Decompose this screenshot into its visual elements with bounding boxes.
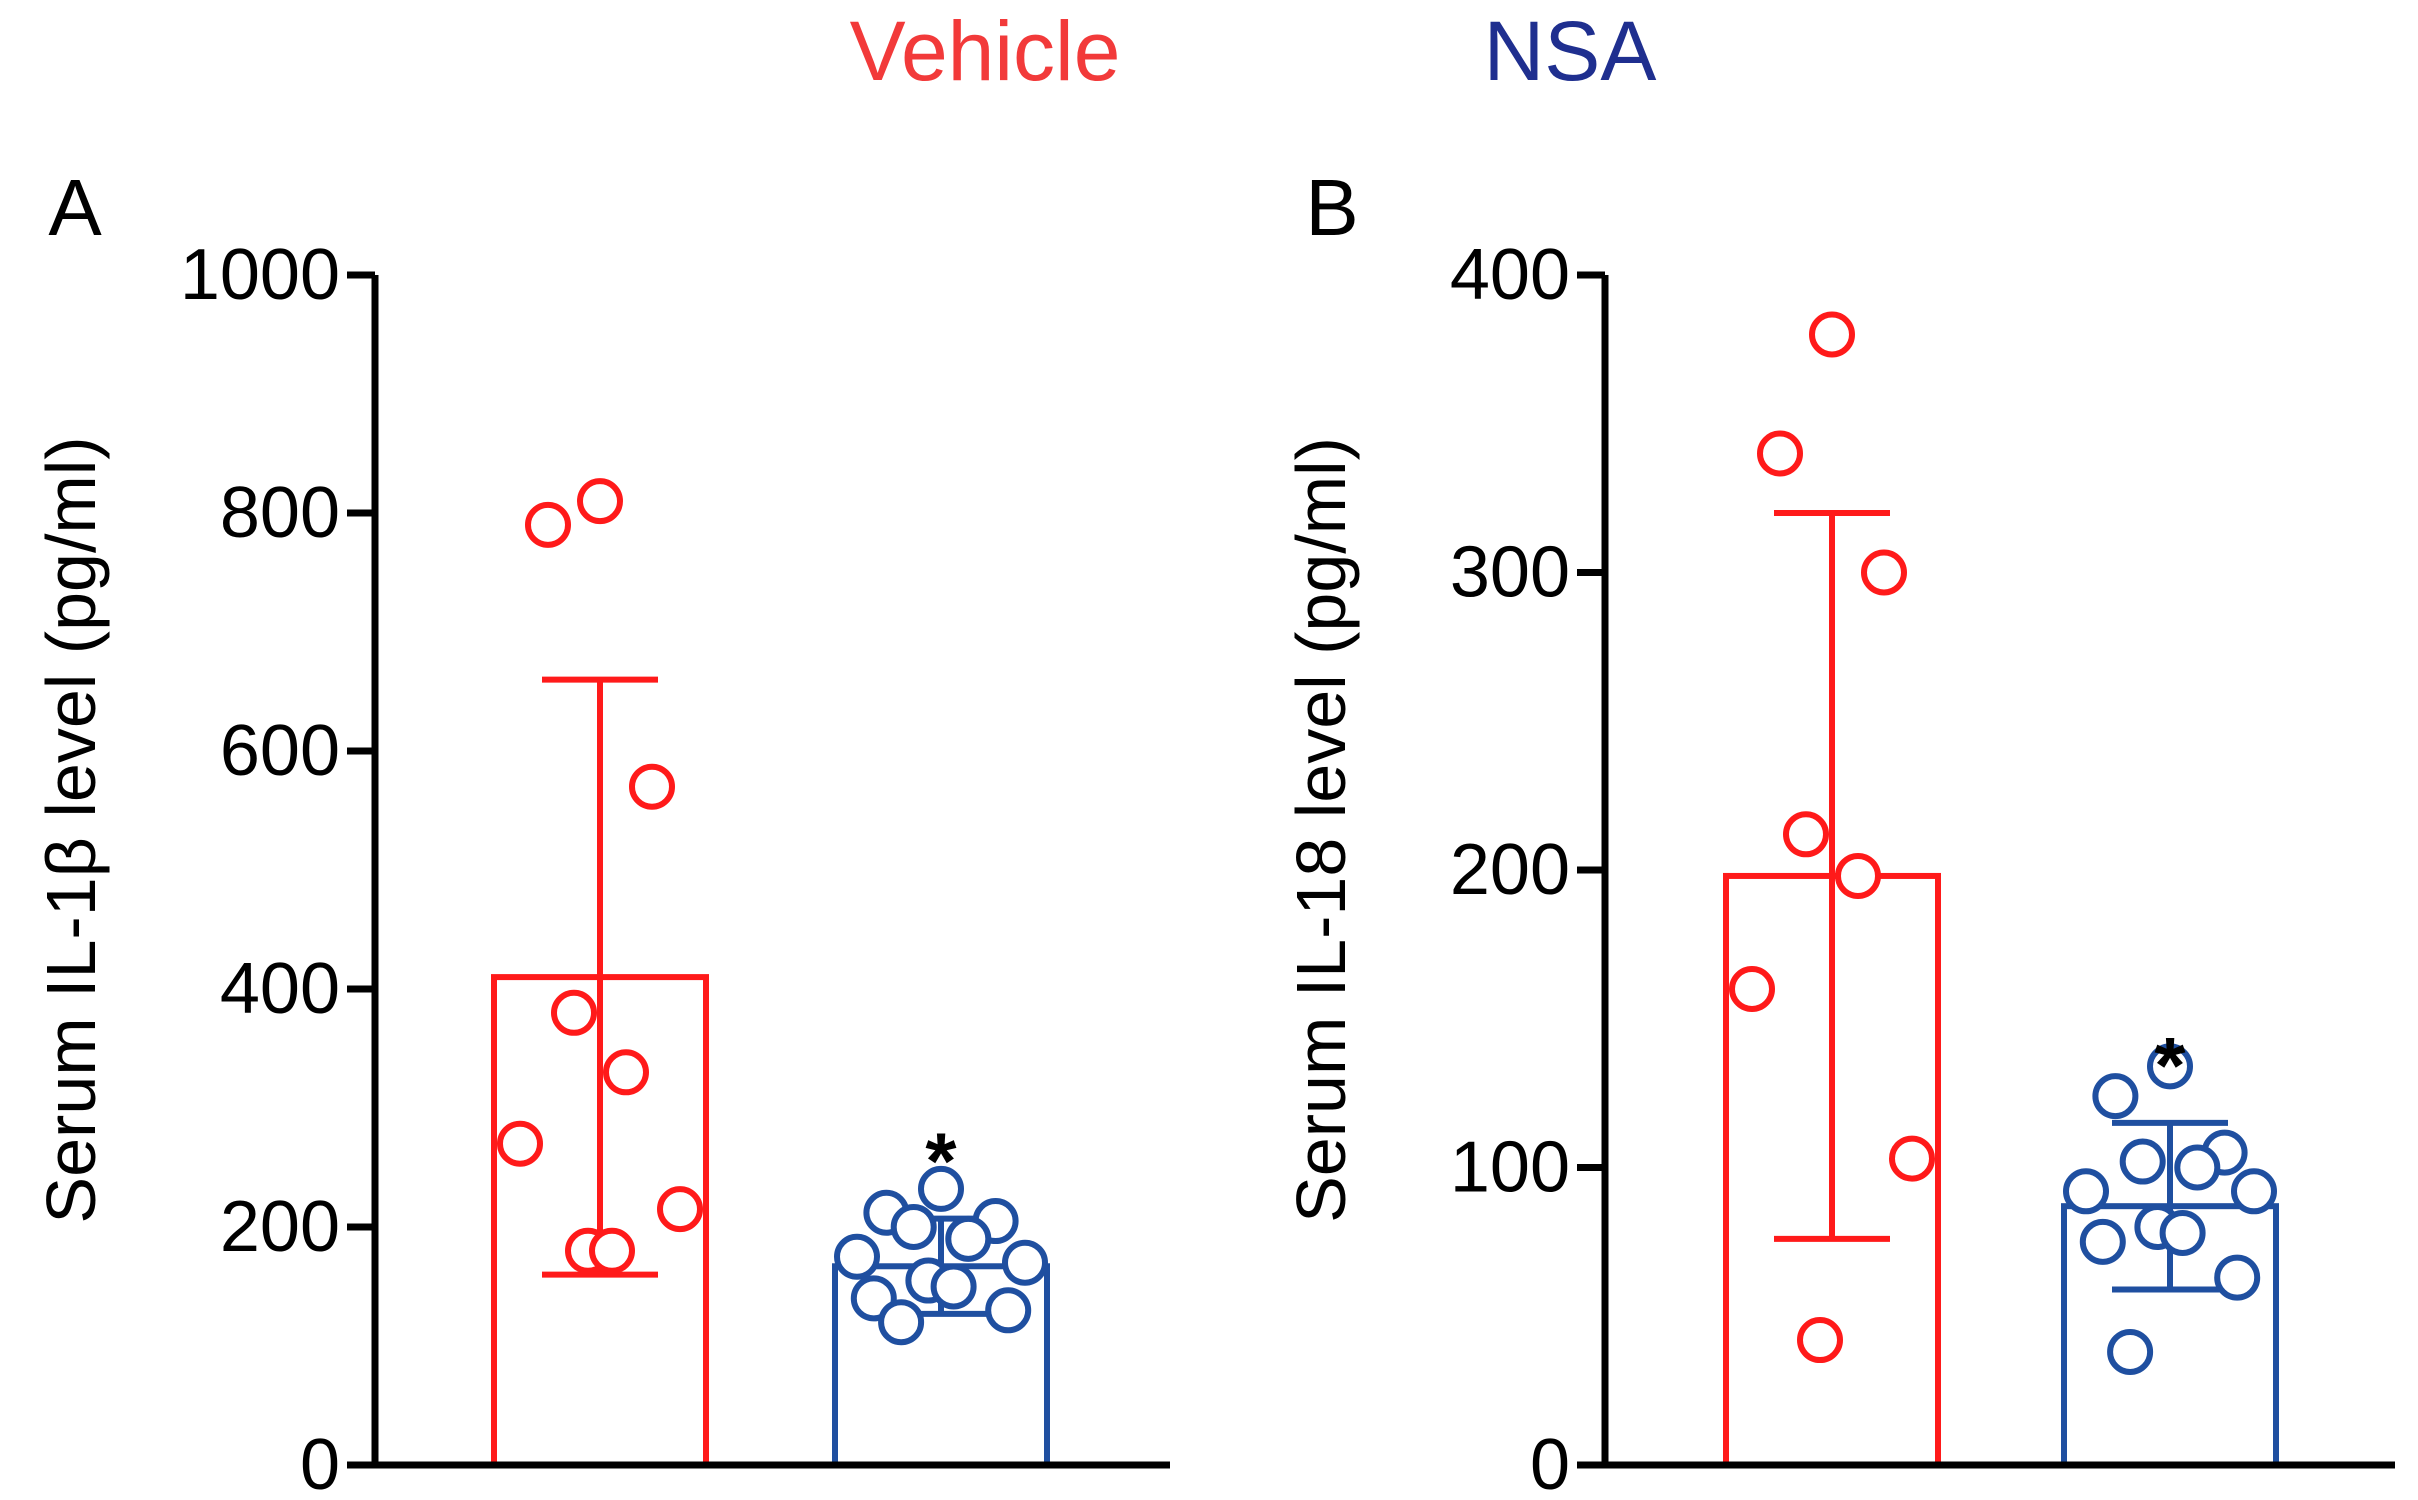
panel-a-y-tick-label: 200 [220, 1187, 340, 1267]
panel-b-point-nsa [2159, 1209, 2206, 1256]
panel-a-point-nsa [834, 1233, 880, 1280]
panel-a-y-tick-label: 400 [220, 949, 340, 1029]
panel-a-point-nsa [945, 1215, 992, 1262]
panel-a-significance-nsa: * [925, 1117, 957, 1206]
panel-a-point-nsa [985, 1287, 1032, 1334]
panel-b-point-nsa [2092, 1073, 2139, 1120]
panel-a-point-vehicle [577, 478, 623, 525]
panel-a-point-vehicle [589, 1227, 635, 1274]
panel-b-point-vehicle [1889, 1135, 1935, 1182]
panel-b-y-tick-label: 100 [1450, 1128, 1570, 1208]
panel-b-y-tick-label: 400 [1450, 235, 1570, 315]
panel-b-point-nsa [2079, 1218, 2126, 1265]
panel-b-point-nsa [2231, 1168, 2277, 1215]
panel-b-error-bar-nsa [2112, 1119, 2228, 1293]
panel-b-error-bar-vehicle [1774, 510, 1890, 1242]
panel-b-point-nsa [2147, 1043, 2193, 1090]
panel-b-y-tick-label: 200 [1450, 830, 1570, 910]
legend-nsa: NSA [1484, 4, 1657, 98]
panel-a-point-vehicle [629, 763, 675, 810]
panel-b-point-vehicle [1757, 430, 1803, 477]
panel-a-point-nsa [1002, 1239, 1048, 1286]
panel-a-y-tick-label: 1000 [180, 235, 340, 315]
panel-b-point-nsa [2119, 1138, 2166, 1185]
panel-b-point-vehicle [1783, 811, 1829, 858]
panel-a-y-axis-label: Serum IL-1β level (pg/ml) [32, 436, 110, 1223]
panel-b-point-nsa [2107, 1328, 2154, 1375]
panel-a: A Serum IL-1β level (pg/ml) * 0 200 400 600 8… [32, 163, 1170, 1500]
panel-b-point-vehicle [1729, 966, 1775, 1012]
panel-b-point-vehicle [1809, 311, 1855, 358]
panel-b-point-nsa [2214, 1254, 2261, 1301]
panel-a-point-nsa [878, 1299, 925, 1346]
panel-b-point-vehicle [1861, 549, 1907, 596]
panel-a-y-tick-label: 0 [300, 1425, 340, 1500]
panel-a-label: A [48, 163, 102, 252]
panel-b-point-vehicle [1797, 1317, 1843, 1364]
panel-b-significance-nsa: * [2154, 1021, 2186, 1110]
panel-b-y-axis-label: Serum IL-18 level (pg/ml) [1282, 437, 1360, 1223]
panel-a-point-nsa [918, 1165, 964, 1212]
panel-b-point-nsa [2063, 1168, 2109, 1215]
panel-a-y-tick-label: 600 [220, 711, 340, 791]
panel-b-y-tick-label: 300 [1450, 533, 1570, 613]
panel-a-error-bar-vehicle [542, 676, 658, 1278]
legend: Vehicle NSA [850, 4, 1657, 98]
panel-b-point-nsa [2174, 1144, 2221, 1191]
legend-vehicle: Vehicle [850, 4, 1121, 98]
panel-b: B Serum IL-18 level (pg/ml) * 0 100 200 300 4… [1282, 163, 2395, 1500]
panel-a-point-vehicle [603, 1049, 649, 1096]
panel-b-y-tick-label: 0 [1530, 1425, 1570, 1500]
panel-b-point-vehicle [1835, 852, 1881, 899]
panel-a-point-nsa [890, 1204, 937, 1250]
panel-a-point-vehicle [525, 501, 571, 548]
panel-b-label: B [1305, 163, 1358, 252]
panel-a-point-vehicle [551, 989, 597, 1036]
panel-a-point-nsa [930, 1263, 977, 1310]
panel-a-point-vehicle [497, 1120, 543, 1167]
panel-a-y-tick-label: 800 [220, 473, 340, 553]
panel-a-point-vehicle [657, 1186, 703, 1233]
